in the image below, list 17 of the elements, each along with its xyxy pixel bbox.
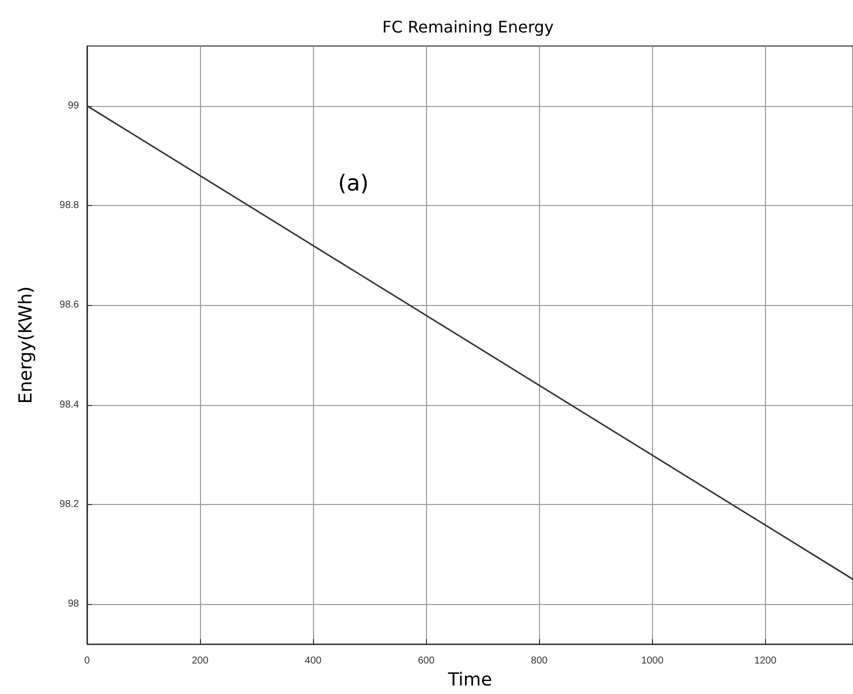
x-tick-label: 400: [304, 656, 322, 667]
x-tick-label: 200: [192, 656, 209, 667]
chart-title: FC Remaining Energy: [382, 18, 554, 36]
x-tick-label: 800: [530, 656, 548, 667]
y-axis-title: Energy(KWh): [16, 286, 36, 404]
y-tick-label: 98.4: [60, 399, 80, 410]
x-tick-label: 1000: [641, 656, 664, 667]
y-tick-label: 98.6: [60, 300, 80, 311]
y-tick-label: 98.8: [60, 200, 80, 211]
y-tick-label: 99: [68, 100, 80, 112]
x-axis-title: Time: [446, 670, 492, 690]
x-tick-label: 0: [84, 656, 90, 667]
y-tick-label: 98: [68, 598, 80, 610]
annotation: (a): [338, 172, 369, 196]
y-tick-label: 98.2: [60, 499, 80, 510]
x-tick-label: 600: [418, 656, 435, 667]
x-tick-label: 1200: [754, 656, 777, 667]
